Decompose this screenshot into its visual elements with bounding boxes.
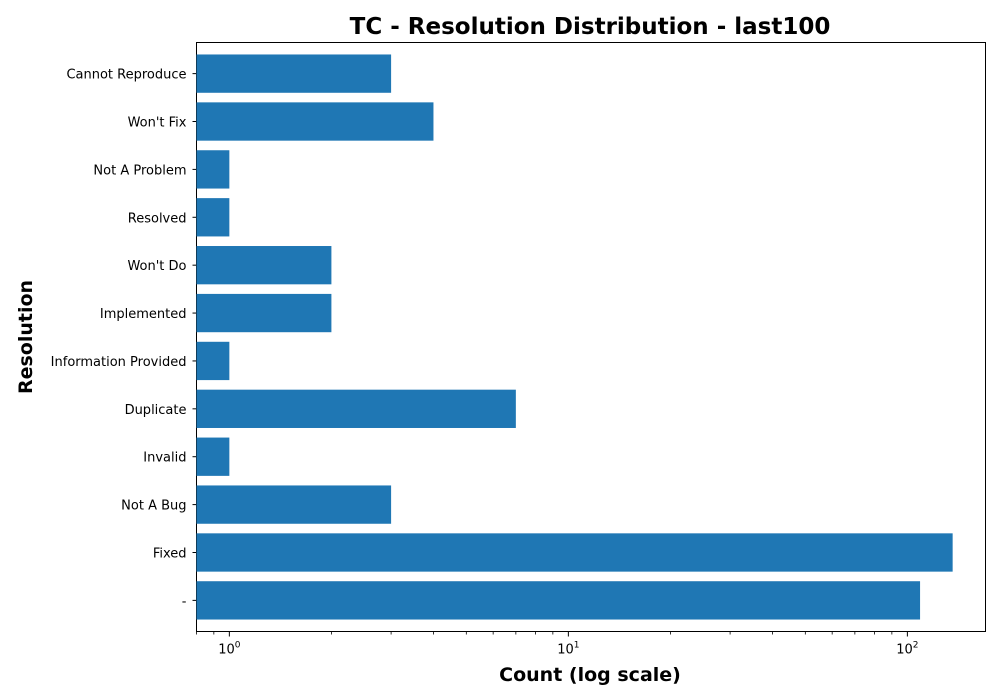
- bar: [196, 581, 921, 620]
- plot-area: [196, 42, 986, 632]
- y-axis-label: Resolution: [15, 280, 37, 394]
- y-tick-label: Not A Bug: [121, 499, 186, 514]
- bar: [196, 54, 392, 93]
- x-tick-exponent: 0: [235, 641, 241, 651]
- y-tick-label: -: [182, 594, 187, 609]
- y-tick-label: Invalid: [143, 451, 186, 466]
- bar: [196, 198, 230, 237]
- y-tick-label: Implemented: [100, 307, 187, 322]
- bar: [196, 102, 434, 141]
- y-tick-label: Resolved: [128, 211, 187, 226]
- chart-title: TC - Resolution Distribution - last100: [350, 14, 831, 40]
- bar: [196, 341, 230, 381]
- bar: [196, 246, 332, 285]
- bar: [196, 437, 230, 476]
- y-tick-label: Fixed: [153, 546, 187, 561]
- x-tick-exponent: 1: [574, 641, 580, 651]
- x-tick-base: 10: [557, 643, 574, 658]
- bar: [196, 533, 953, 572]
- x-tick-label: 100: [218, 641, 241, 658]
- bar: [196, 150, 230, 189]
- x-tick-label: 102: [896, 641, 918, 658]
- x-axis-ticks: 100 101 102: [196, 631, 919, 658]
- y-tick-label: Information Provided: [51, 355, 187, 370]
- y-tick-label: Won't Fix: [128, 116, 187, 131]
- bar: [196, 485, 392, 524]
- x-axis-label: Count (log scale): [499, 664, 681, 686]
- y-tick-label: Duplicate: [125, 403, 187, 418]
- bars-group: [196, 54, 953, 620]
- x-tick-base: 10: [896, 643, 913, 658]
- x-tick-exponent: 2: [913, 641, 919, 651]
- y-axis-ticks: - Fixed Not A Bug Invalid Duplicate Informati…: [51, 68, 197, 609]
- x-tick-base: 10: [218, 643, 235, 658]
- y-tick-label: Won't Do: [127, 259, 186, 274]
- y-tick-label: Cannot Reproduce: [66, 68, 186, 83]
- bar: [196, 389, 516, 428]
- bar: [196, 293, 332, 333]
- x-tick-label: 101: [557, 641, 579, 658]
- y-tick-label: Not A Problem: [93, 163, 186, 178]
